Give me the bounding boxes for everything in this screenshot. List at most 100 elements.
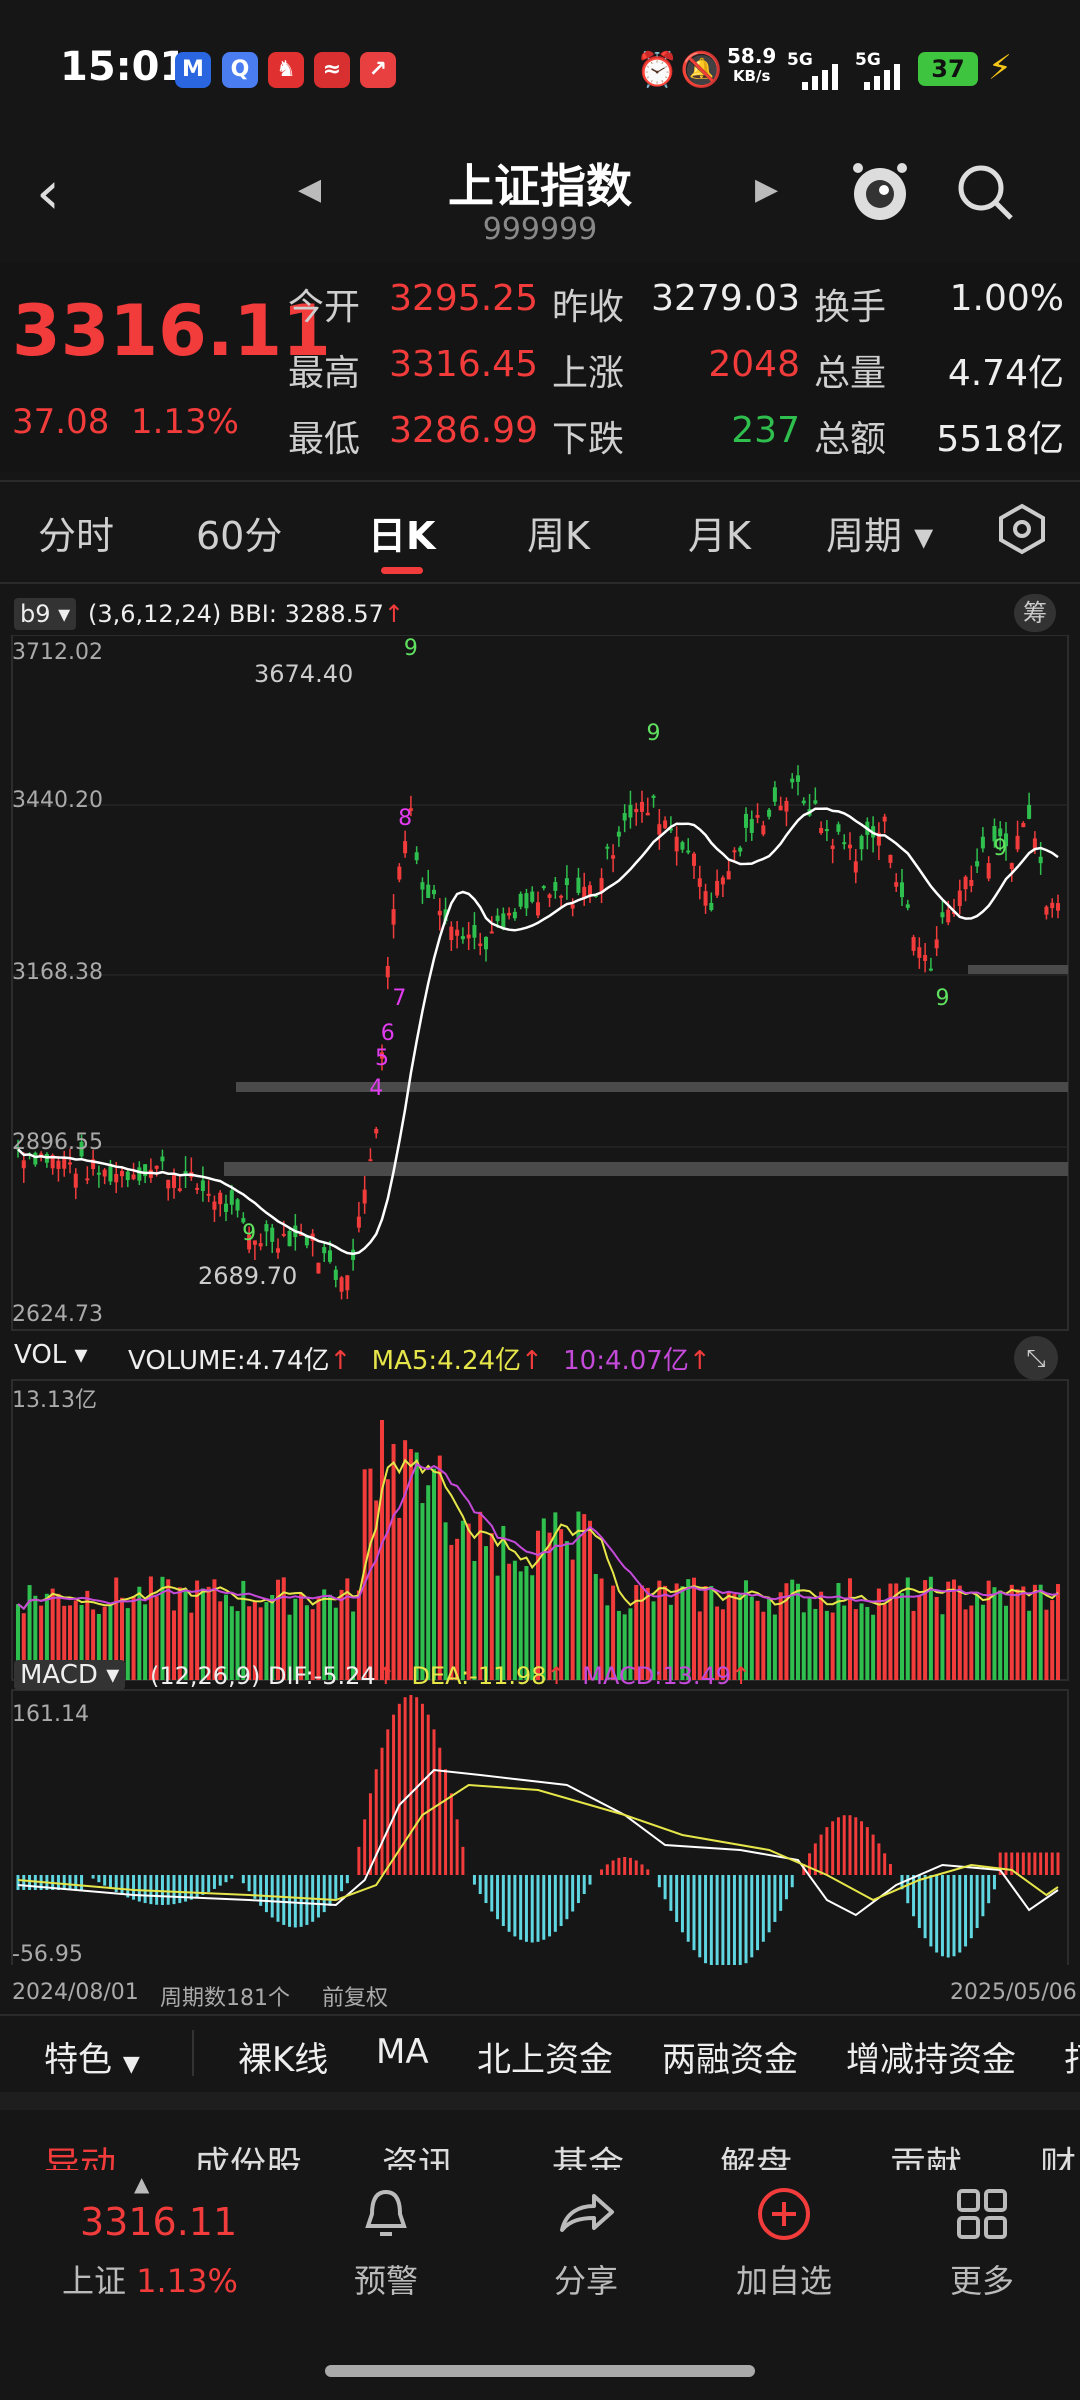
candle-body (582, 886, 587, 898)
chip-distribution-button[interactable]: 筹 (1014, 594, 1056, 632)
more-button[interactable]: 更多 (949, 2262, 1014, 2300)
volume-bar (252, 1601, 257, 1680)
volume-bar (166, 1579, 171, 1680)
macd-y-min: -56.95 (12, 1942, 83, 1967)
macd-histogram-bar (756, 1875, 760, 1951)
share-button[interactable]: 分享 (553, 2262, 618, 2300)
candle-body (611, 855, 616, 859)
tab-commentary[interactable]: 解盘 (720, 2145, 793, 2170)
td-sequence-marker: 9 (935, 986, 949, 1011)
volume-bar (553, 1512, 558, 1680)
tab-funds[interactable]: 基金 (552, 2145, 625, 2170)
add-watchlist-button[interactable]: 加自选 (735, 2262, 832, 2300)
macd-histogram-bar (143, 1875, 147, 1904)
tab-daily-k[interactable]: 日K (368, 514, 436, 558)
candle-body (767, 809, 772, 817)
volume-bar (483, 1546, 489, 1680)
price-change: 37.08 1.13% (12, 402, 239, 442)
feature-bare-k[interactable]: 裸K线 (238, 2040, 329, 2080)
candle-body (322, 1247, 327, 1254)
candle-body (385, 965, 390, 978)
feature-more[interactable]: 打 (1064, 2032, 1080, 2081)
adjust-mode: 前复权 (322, 1986, 389, 2011)
volume-bar (299, 1593, 304, 1680)
status-bar: 15:01 M Q ♞ ≈ ↗ ⏰ 🔕 58.9 KB/s 5G 5G 37 ⚡ (0, 0, 1080, 140)
td-sequence-marker: 9 (993, 836, 1007, 861)
tab-timeshare[interactable]: 分时 (38, 514, 115, 558)
volume-bar (235, 1611, 240, 1680)
mascot-icon[interactable] (848, 158, 912, 228)
tab-monthly-k[interactable]: 月K (688, 514, 751, 558)
feature-dropdown[interactable]: 特色 ▼ (44, 2040, 140, 2080)
volume-bar (50, 1588, 55, 1680)
back-icon[interactable]: ‹ (36, 158, 60, 228)
low-annotation: 2689.70 (198, 1262, 298, 1290)
volume-ma5-line (17, 1458, 1059, 1611)
volume-bar (680, 1586, 685, 1680)
tab-60min[interactable]: 60分 (196, 514, 283, 558)
feature-northbound[interactable]: 北上资金 (477, 2040, 613, 2080)
volume-y-max: 13.13亿 (12, 1388, 97, 1413)
candle-body (923, 955, 928, 961)
feature-ma[interactable]: MA (376, 2032, 429, 2072)
volume-bar (1050, 1600, 1055, 1680)
tab-constituents[interactable]: 成份股 (194, 2145, 303, 2170)
volume-indicator-dropdown[interactable]: VOL ▾ (14, 1340, 88, 1370)
search-icon[interactable] (955, 162, 1017, 224)
macd-indicator-dropdown[interactable]: MACD ▾ (14, 1660, 126, 1690)
grid-more-icon[interactable] (956, 2188, 1008, 2240)
volume-bar (212, 1579, 217, 1680)
bell-icon[interactable] (360, 2186, 412, 2242)
macd-histogram-bar (912, 1875, 916, 1917)
candle-body (212, 1201, 217, 1210)
stock-chart[interactable]: 4 56 7 8 9 9 9 9 9 (0, 635, 1080, 1965)
expand-up-icon[interactable]: ▲ (134, 2172, 150, 2196)
volume-bar (33, 1595, 38, 1680)
share-icon[interactable] (556, 2186, 616, 2242)
volume-bar (1009, 1584, 1014, 1680)
macd-histogram-bar (761, 1875, 765, 1942)
tab-weekly-k[interactable]: 周K (527, 514, 590, 558)
bottom-price[interactable]: 3316.11 (80, 2200, 238, 2244)
candle-body (143, 1164, 148, 1177)
macd-histogram-bar (530, 1875, 534, 1943)
volume-bar (686, 1579, 691, 1680)
previous-stock-icon[interactable]: ◀ (298, 172, 322, 207)
volume-bar (322, 1589, 327, 1680)
macd-indicator-values: (12,26,9) DIF:-5.24↑ DEA:-11.98↑ MACD:13… (150, 1662, 752, 1690)
volume-bar (15, 1604, 21, 1680)
volume-bar (171, 1610, 177, 1680)
candle-body (62, 1158, 67, 1169)
volume-bar (293, 1598, 298, 1680)
volume-bar (131, 1596, 136, 1680)
candle-body (1055, 903, 1061, 911)
candle-body (1032, 838, 1037, 850)
alert-button[interactable]: 预警 (353, 2262, 418, 2300)
macd-histogram-bar (189, 1875, 193, 1900)
volume-bar (882, 1604, 887, 1680)
next-stock-icon[interactable]: ▶ (755, 172, 779, 207)
tab-period-dropdown[interactable]: 周期 ▾ (826, 514, 934, 558)
td-sequence-marker: 6 (381, 1021, 395, 1046)
tab-finance[interactable]: 财 (1040, 2145, 1077, 2170)
macd-histogram-bar (571, 1875, 575, 1912)
macd-histogram-bar (836, 1817, 840, 1875)
candle-body (501, 913, 506, 928)
volume-bar (374, 1500, 379, 1680)
volume-bar (495, 1575, 500, 1680)
settings-hexagon-icon[interactable] (996, 503, 1048, 555)
feature-holdings-change[interactable]: 增减持资金 (846, 2040, 1016, 2080)
volume-bar (414, 1452, 419, 1680)
add-watchlist-icon[interactable] (756, 2186, 812, 2242)
tab-contribution[interactable]: 贡献 (890, 2145, 963, 2170)
bottom-index[interactable]: 上证 1.13% (62, 2262, 238, 2300)
feature-margin[interactable]: 两融资金 (662, 2040, 798, 2080)
macd-histogram-bar (536, 1875, 540, 1942)
expand-icon[interactable]: ⤡ (1014, 1336, 1058, 1380)
tab-news[interactable]: 资讯 (382, 2145, 455, 2170)
macd-histogram-bar (1004, 1852, 1008, 1875)
candle-body (697, 878, 702, 887)
kline-indicator-dropdown[interactable]: b9 ▾ (14, 598, 77, 630)
volume-bar (460, 1520, 465, 1680)
tab-alerts[interactable]: 异动 (44, 2145, 117, 2170)
